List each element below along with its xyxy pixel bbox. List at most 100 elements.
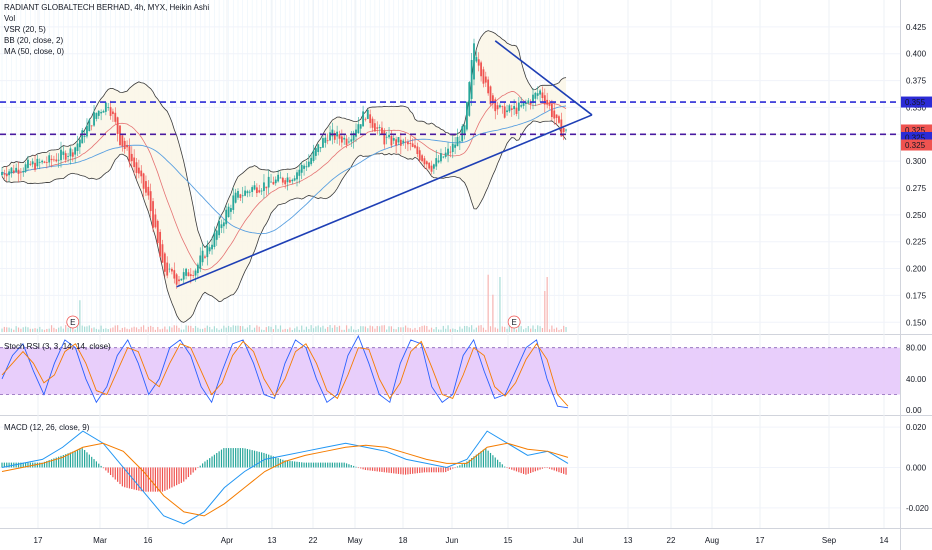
candle-body — [428, 162, 431, 169]
candle-body — [558, 116, 560, 123]
macd-histogram-bar — [383, 467, 385, 473]
candle-body — [239, 194, 242, 199]
macd-histogram-bar — [249, 449, 251, 468]
volume-bar — [284, 328, 286, 332]
macd-histogram-bar — [305, 462, 308, 468]
candle-body — [36, 158, 39, 167]
macd-histogram-bar — [475, 454, 477, 468]
volume-bar — [187, 325, 190, 332]
macd-histogram-bar — [518, 467, 520, 473]
volume-bar — [157, 326, 159, 332]
macd-histogram-bar — [419, 467, 421, 473]
volume-bar — [563, 325, 565, 332]
macd-histogram-bar — [206, 459, 208, 468]
candle-body — [508, 105, 511, 112]
macd-histogram-bar — [194, 467, 197, 471]
x-tick-label: Jun — [446, 536, 459, 545]
volume-bar — [20, 328, 22, 332]
y-tick-label: 0.150 — [906, 318, 927, 327]
volume-bar — [251, 329, 253, 332]
macd-histogram-bar — [463, 462, 466, 468]
volume-bar — [388, 326, 390, 332]
macd-histogram-bar — [494, 457, 496, 468]
volume-bar — [296, 326, 298, 332]
volume-bar — [143, 325, 145, 332]
volume-bar — [407, 327, 409, 332]
candle-body — [194, 270, 197, 276]
candle-body — [468, 82, 471, 116]
candle-body — [314, 148, 317, 156]
candle-body — [480, 62, 482, 77]
x-tick-label: Jul — [573, 536, 583, 545]
candle-body — [296, 172, 298, 180]
macd-histogram-bar — [60, 455, 62, 468]
volume-bar — [112, 327, 114, 332]
volume-bar — [124, 327, 126, 332]
volume-bar — [216, 328, 218, 332]
candle-body — [414, 145, 416, 148]
volume-bar — [320, 327, 322, 332]
volume-bar — [55, 329, 57, 332]
candle-body — [345, 138, 348, 145]
macd-histogram-bar — [166, 467, 168, 490]
macd-histogram-bar — [211, 456, 213, 468]
candle-body — [536, 93, 539, 96]
volume-bar — [65, 325, 67, 332]
candle-body — [366, 109, 369, 119]
macd-histogram-bar — [407, 467, 409, 475]
volume-bar — [445, 328, 447, 332]
volume-bar — [428, 329, 430, 332]
macd-histogram-bar — [331, 462, 333, 468]
macd-histogram-bar — [227, 448, 230, 468]
macd-histogram-bar — [86, 452, 88, 468]
candle-body — [116, 117, 119, 134]
volume-bar — [249, 325, 251, 332]
macd-histogram-bar — [312, 462, 315, 468]
macd-histogram-bar — [204, 461, 206, 468]
macd-histogram-bar — [537, 467, 539, 471]
candle-body — [189, 274, 192, 277]
volume-bar — [275, 325, 277, 332]
candle-body — [326, 140, 329, 142]
volume-bar — [25, 326, 27, 332]
candle-body — [206, 245, 209, 258]
candle-body — [447, 148, 449, 155]
macd-histogram-bar — [124, 467, 126, 488]
macd-histogram-bar — [381, 467, 383, 472]
bollinger-basis — [1, 91, 567, 271]
volume-bar — [551, 325, 553, 332]
macd-histogram-bar — [258, 451, 260, 468]
macd-histogram-bar — [256, 451, 258, 468]
price-tag-label: 0.325 — [905, 141, 926, 150]
descending-trendline — [494, 40, 593, 116]
volume-bar — [544, 291, 546, 332]
volume-bar — [357, 329, 359, 332]
macd-histogram-bar — [468, 459, 470, 468]
candle-body — [133, 157, 136, 168]
volume-bar — [135, 327, 138, 332]
volume-bar — [168, 326, 171, 332]
volume-bar — [265, 327, 267, 332]
price-tag-label: 0.325 — [905, 133, 926, 142]
candle-body — [12, 170, 15, 173]
volume-bar — [58, 327, 60, 332]
macd-histogram-bar — [209, 458, 211, 468]
candle-body — [293, 178, 296, 181]
volume-bar — [395, 329, 397, 332]
candle-body — [166, 262, 169, 276]
candle-body — [241, 195, 244, 197]
candle-body — [121, 135, 124, 147]
candle-body — [208, 247, 211, 252]
candle-body — [173, 270, 176, 279]
macd-histogram-bar — [152, 467, 154, 492]
macd-histogram-bar — [220, 449, 223, 468]
macd-histogram-bar — [388, 467, 390, 473]
macd-histogram-bar — [74, 450, 76, 468]
macd-histogram-bar — [350, 465, 352, 468]
macd-histogram-bar — [20, 462, 22, 468]
volume-bar — [489, 326, 492, 332]
macd-histogram-bar — [43, 461, 46, 468]
volume-bar — [194, 326, 197, 332]
volume-bar — [279, 325, 282, 332]
